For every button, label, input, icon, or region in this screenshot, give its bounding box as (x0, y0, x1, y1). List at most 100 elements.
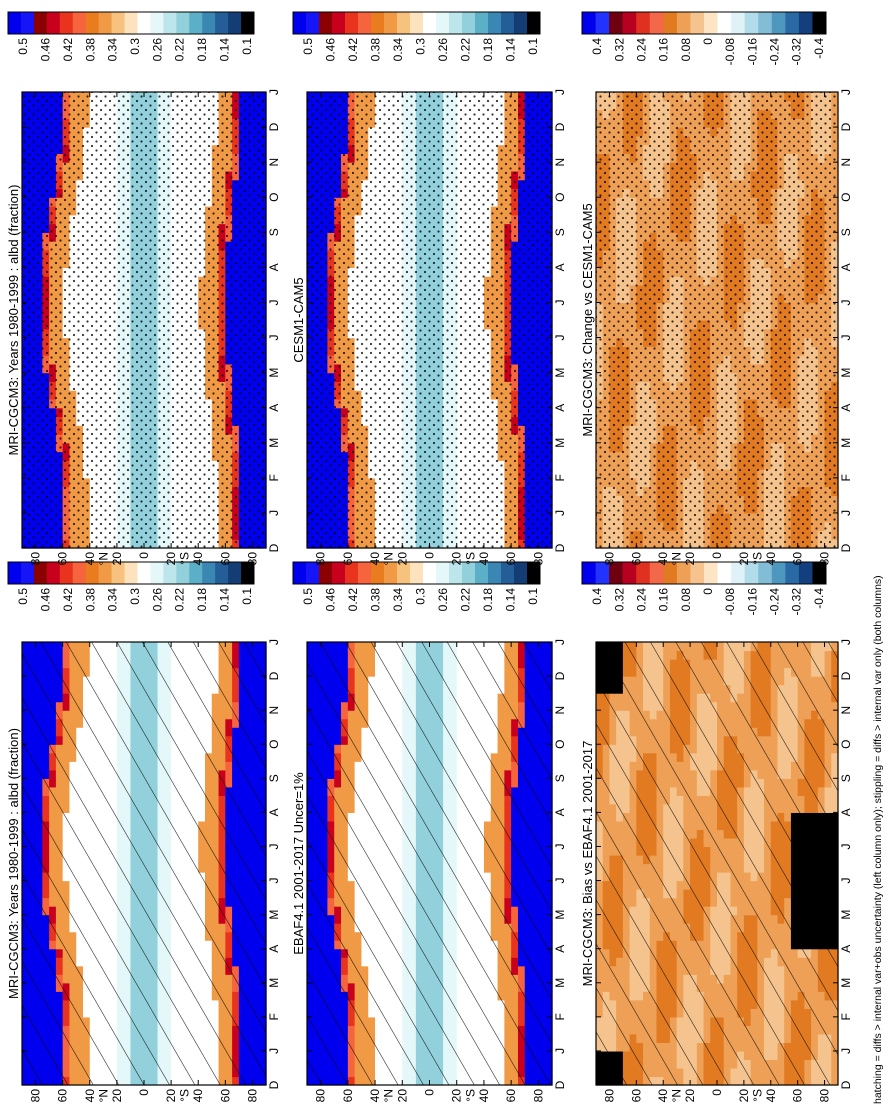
y-tick-label: 80 (245, 1089, 259, 1103)
colorbar-label: 0.38 (83, 588, 97, 612)
x-tick-label: S (267, 774, 281, 782)
x-tick-label: A (267, 808, 281, 816)
x-tick-label: J (267, 510, 281, 516)
x-tick-label: O (267, 193, 281, 202)
y-tick-label: °S (178, 552, 192, 565)
colorbar-swatch (137, 562, 151, 584)
y-tick-label: 60 (56, 552, 70, 566)
y-tick-label: 60 (56, 1089, 70, 1103)
x-tick-label: S (267, 228, 281, 236)
x-tick-label: A (267, 945, 281, 953)
colorbar-swatch (163, 562, 177, 584)
colorbar-swatch (8, 562, 22, 584)
x-tick-label: M (267, 438, 281, 448)
colorbar-swatch (85, 562, 100, 584)
y-tick-label: 80 (245, 552, 259, 566)
x-tick-label: J (267, 89, 281, 95)
x-tick-label: D (267, 122, 281, 131)
colorbar-swatch (72, 12, 87, 34)
colorbar-swatch (124, 562, 138, 584)
colorbar-label: 0.5 (16, 588, 30, 605)
colorbar-label: 0.5 (16, 38, 30, 55)
colorbar-swatch (59, 562, 74, 584)
x-tick-label: F (267, 474, 281, 481)
colorbar-swatch (20, 12, 35, 34)
colorbar-label: 0.3 (128, 38, 142, 55)
x-tick-label: N (267, 706, 281, 715)
colorbar-label: 0.18 (195, 588, 209, 612)
colorbar-swatch (33, 562, 48, 584)
x-tick-label: J (267, 878, 281, 884)
panel-title: MRI-CGCM3: Years 1980-1999 : albd (fract… (6, 185, 21, 456)
y-tick-label: 40 (83, 552, 97, 566)
x-tick-label: N (267, 158, 281, 167)
x-tick-label: J (267, 299, 281, 305)
y-tick-label: 80 (29, 1089, 43, 1103)
hatching-overlay (22, 642, 266, 1085)
colorbar-swatch (241, 12, 255, 34)
y-tick-label: 20 (110, 552, 124, 566)
y-tick-label: °N (96, 1089, 110, 1102)
colorbar-label: 0.22 (173, 588, 187, 612)
x-tick-label: O (267, 740, 281, 749)
x-tick-label: D (267, 1080, 281, 1089)
y-tick-label: 60 (218, 1089, 232, 1103)
x-tick-label: F (267, 1013, 281, 1020)
colorbar-label: 0.26 (150, 588, 164, 612)
colorbar-swatch (241, 562, 255, 584)
x-tick-label: A (267, 263, 281, 271)
colorbar-swatch (137, 12, 151, 34)
colorbar-label: 0.34 (106, 588, 120, 612)
colorbar-label: 0.14 (217, 38, 231, 62)
x-tick-label: D (267, 543, 281, 552)
colorbar-swatch (46, 12, 61, 34)
colorbar-swatch (228, 12, 242, 34)
colorbar-label: 0.1 (240, 588, 254, 605)
colorbar-swatch (111, 562, 126, 584)
x-tick-label: J (267, 1048, 281, 1054)
colorbar-label: 0.34 (106, 38, 120, 62)
y-tick-label: °S (178, 1089, 192, 1102)
colorbar-label: 0.26 (150, 38, 164, 62)
y-tick-label: 20 (110, 1089, 124, 1103)
colorbar-frame (7, 561, 255, 585)
colorbar-swatch (98, 12, 113, 34)
colorbar-swatch (20, 562, 35, 584)
colorbar-frame (7, 11, 255, 35)
colorbar-swatch (215, 12, 229, 34)
x-tick-label: M (267, 368, 281, 378)
y-tick-label: °N (96, 552, 110, 565)
y-tick-label: 60 (218, 552, 232, 566)
y-tick-label: 40 (191, 552, 205, 566)
panel-3: EBAF4.1 2001-2017 Uncer=1%DJFMAMJJASONDJ… (291, 561, 567, 1102)
colorbar-label: 0.22 (173, 38, 187, 62)
y-tick-label: 20 (164, 1089, 178, 1103)
panel-1: MRI-CGCM3: Years 1980-1999 : albd (fract… (6, 561, 281, 1103)
colorbar-swatch (189, 12, 203, 34)
panel-2: MRI-CGCM3: Years 1980-1999 : albd (fract… (6, 11, 281, 566)
x-tick-label: M (267, 978, 281, 988)
x-tick-label: D (267, 671, 281, 680)
y-tick-label: 40 (83, 1089, 97, 1103)
colorbar-label: 0.1 (240, 38, 254, 55)
x-tick-label: J (267, 843, 281, 849)
colorbar-swatch (202, 12, 216, 34)
colorbar-label: 0.42 (61, 588, 75, 612)
colorbar: 0.5 0.46 0.42 0.38 0.34 0.3 0.26 0.22 0.18 0.14 0.… (7, 11, 255, 62)
x-tick-label: J (267, 639, 281, 645)
figure-caption: hatching = diffs > internal var+obs unce… (872, 575, 884, 1104)
colorbar-swatch (72, 562, 87, 584)
colorbar-label: 0.3 (128, 588, 142, 605)
stippling-overlay (22, 92, 266, 548)
colorbar-swatch (85, 12, 100, 34)
panel-title: MRI-CGCM3: Years 1980-1999 : albd (fract… (6, 728, 21, 999)
colorbar-swatch (176, 562, 190, 584)
colorbar-swatch (59, 12, 74, 34)
y-tick-label: 80 (29, 552, 43, 566)
y-tick-label: 0 (137, 552, 151, 559)
colorbar-swatch (150, 12, 164, 34)
colorbar-swatch (8, 12, 22, 34)
colorbar-swatch (150, 562, 164, 584)
colorbar-swatch (111, 12, 126, 34)
